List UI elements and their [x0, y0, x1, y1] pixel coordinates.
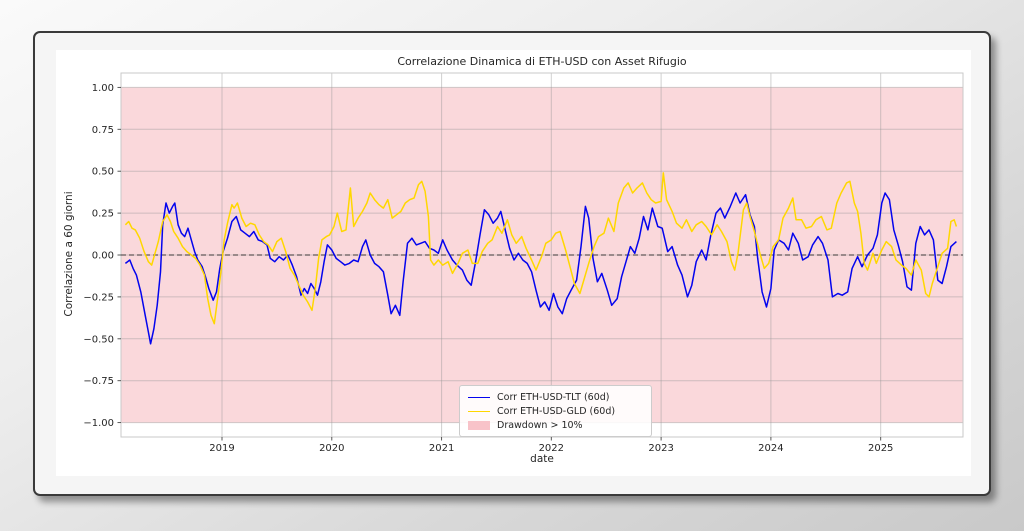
x-tick-label: 2020	[319, 443, 344, 454]
x-axis-label: date	[530, 453, 554, 465]
x-tick-label: 2024	[758, 443, 783, 454]
y-tick-label: −0.25	[83, 292, 114, 303]
x-tick-label: 2021	[429, 443, 454, 454]
window-frame: 2019 2020 2021 2022 2023 2024 2025 1.00 0.75 0.50…	[33, 31, 991, 496]
y-tick-label: −0.75	[83, 376, 114, 387]
figure-canvas: 2019 2020 2021 2022 2023 2024 2025 1.00 0.75 0.50…	[56, 50, 971, 476]
y-tick-label: −0.50	[83, 334, 114, 345]
legend-label-tlt: Corr ETH-USD-TLT (60d)	[497, 391, 610, 403]
legend-label-gld: Corr ETH-USD-GLD (60d)	[497, 405, 616, 417]
y-tick-label: 0.50	[92, 167, 114, 178]
y-axis-label: Correlazione a 60 giorni	[63, 191, 75, 317]
y-tick-label: 0.75	[92, 125, 114, 136]
series-line-tlt	[124, 192, 957, 345]
legend-label-drawdown: Drawdown > 10%	[497, 419, 583, 431]
tlt-line-swatch	[468, 396, 490, 398]
y-tick-label: 0.25	[92, 209, 114, 220]
x-tick-label: 2022	[539, 443, 564, 454]
legend-item-tlt: Corr ETH-USD-TLT (60d)	[468, 390, 643, 404]
chart-title: Correlazione Dinamica di ETH-USD con Ass…	[397, 55, 687, 68]
x-tick-label: 2019	[209, 443, 234, 454]
y-tick-label: 0.00	[92, 251, 114, 262]
legend-item-gld: Corr ETH-USD-GLD (60d)	[468, 404, 643, 418]
legend: Corr ETH-USD-TLT (60d) Corr ETH-USD-GLD …	[459, 385, 652, 437]
y-tick-label: −1.00	[83, 418, 114, 429]
x-tick-label: 2025	[868, 443, 893, 454]
y-tick-label: 1.00	[92, 83, 114, 94]
drawdown-patch-swatch	[468, 420, 490, 430]
correlation-chart: 2019 2020 2021 2022 2023 2024 2025 1.00 0.75 0.50…	[83, 72, 964, 454]
x-tick-label: 2023	[648, 443, 673, 454]
series-line-gld	[124, 172, 958, 325]
legend-item-drawdown: Drawdown > 10%	[468, 418, 643, 432]
gld-line-swatch	[468, 410, 490, 412]
